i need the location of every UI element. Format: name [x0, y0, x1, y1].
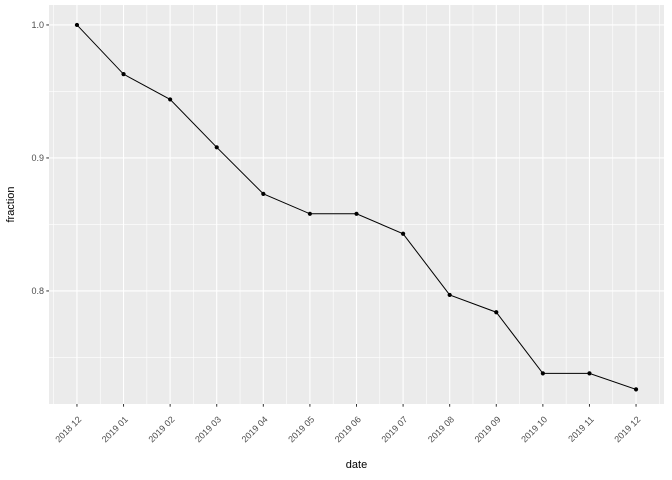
data-point	[214, 145, 219, 150]
y-axis-title: fraction	[5, 186, 17, 222]
y-tick-label: 1.0	[31, 20, 44, 30]
major-gridlines	[49, 5, 664, 404]
data-point	[633, 387, 639, 392]
x-tick-label: 2019 06	[333, 414, 363, 444]
data-point	[307, 211, 313, 216]
data-point	[587, 371, 592, 376]
data-point	[261, 191, 266, 196]
y-tick-label: 0.9	[31, 153, 44, 163]
data-point	[494, 310, 499, 315]
x-tick-label: 2019 02	[146, 414, 176, 444]
x-tick-label: 2019 07	[379, 414, 409, 444]
data-point	[540, 371, 545, 376]
x-axis-title: date	[346, 459, 367, 471]
x-tick-label: 2018 12	[53, 414, 83, 444]
axis-tick-marks	[46, 24, 637, 407]
x-tick-label: 2019 05	[286, 414, 316, 444]
data-point	[168, 97, 173, 102]
x-tick-label: 2019 08	[426, 414, 456, 444]
x-tick-label: 2019 11	[566, 414, 596, 444]
x-tick-label: 2019 12	[612, 414, 642, 444]
x-tick-label: 2019 03	[193, 414, 223, 444]
data-point	[400, 231, 406, 236]
x-tick-label: 2019 10	[519, 414, 549, 444]
x-tick-label: 2019 09	[473, 414, 503, 444]
data-point	[354, 211, 359, 216]
data-point	[447, 292, 452, 298]
y-tick-label: 0.8	[31, 286, 44, 296]
data-point	[121, 72, 126, 77]
x-tick-label: 2019 01	[100, 414, 130, 444]
x-axis-tick-labels: 2018 12 2019 01 2019 02 2019 03 2019 04 2019 …	[53, 414, 642, 444]
data-series	[74, 22, 639, 392]
y-axis-tick-labels: 1.0 0.9 0.8	[31, 20, 44, 296]
x-tick-label: 2019 04	[240, 414, 270, 444]
data-point	[74, 22, 80, 28]
